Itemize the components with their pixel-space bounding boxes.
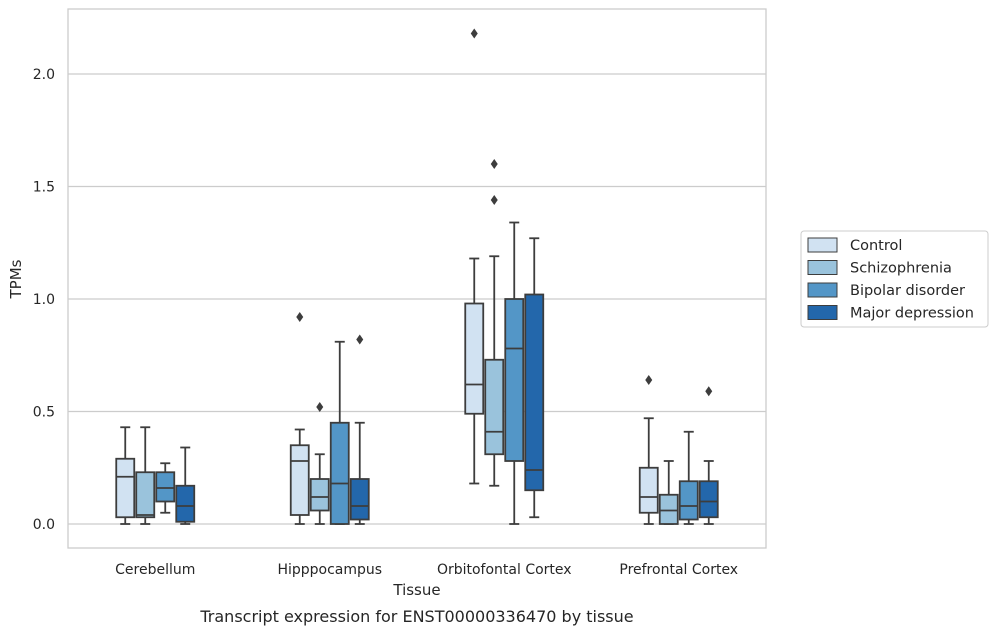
legend: Control Schizophrenia Bipolar disorder Majo… [800,230,989,328]
outlier-point [356,334,364,345]
x-tick-label: Orbitofontal Cortex [437,562,572,578]
y-tick-label: 1.5 [33,180,55,196]
y-tick-label: 0.5 [33,405,55,421]
box [678,480,699,521]
y-tick-label: 1.0 [33,292,55,308]
box [524,293,545,492]
outlier-point [316,402,324,412]
plot-frame [67,8,767,549]
box-group [155,462,176,514]
legend-swatch [807,282,838,298]
legend-label: Bipolar disorder [850,283,965,299]
box-group [484,159,505,487]
box [289,444,310,516]
box [155,471,176,503]
legend-swatch [807,260,838,275]
box-plot-area [115,28,719,525]
box-group [115,426,136,525]
box-group [698,386,719,525]
x-tick-label: Prefrontal Cortex [619,562,738,578]
box [504,298,525,462]
box-group [349,334,370,525]
box [115,457,136,519]
box [464,302,485,415]
outlier-point [705,386,713,397]
box-group [135,426,156,525]
box [349,478,370,521]
legend-swatch [807,237,838,253]
outlier-point [296,312,304,322]
box-group [678,430,699,525]
x-axis-title: Tissue [392,581,440,599]
outlier-point [490,159,498,169]
box-group [638,375,659,525]
box-group [289,312,310,525]
outlier-point [470,28,478,39]
box-group [504,221,525,525]
box-group [329,340,350,525]
box-group [464,28,485,485]
box [309,478,330,512]
box-group [175,446,196,525]
box [135,471,156,519]
y-tick-label: 2.0 [33,67,55,83]
box-group [524,237,545,519]
box [175,484,196,523]
legend-label: Schizophrenia [850,261,952,277]
box-group [309,402,330,525]
y-tick-labels: 0.0 0.5 1.0 1.5 2.0 [33,67,55,533]
box [329,421,350,525]
x-tick-labels: Cerebellum Hipppocampus Orbitofontal Corte… [115,562,738,578]
grid-lines [68,73,766,525]
outlier-point [490,195,498,205]
chart-caption: Transcript expression for ENST0000033647… [199,607,633,626]
box [658,493,679,525]
y-tick-label: 0.0 [33,517,55,533]
box [698,480,719,519]
box [484,358,505,456]
outlier-point [645,375,653,385]
box-group [658,460,679,525]
y-axis-title: TPMs [7,259,25,299]
legend-swatch [807,305,838,320]
x-tick-label: Hipppocampus [277,562,382,578]
x-tick-label: Cerebellum [115,562,195,578]
box [638,466,659,514]
legend-label: Control [850,238,902,254]
legend-label: Major depression [850,306,974,322]
legend-frame [800,230,989,328]
